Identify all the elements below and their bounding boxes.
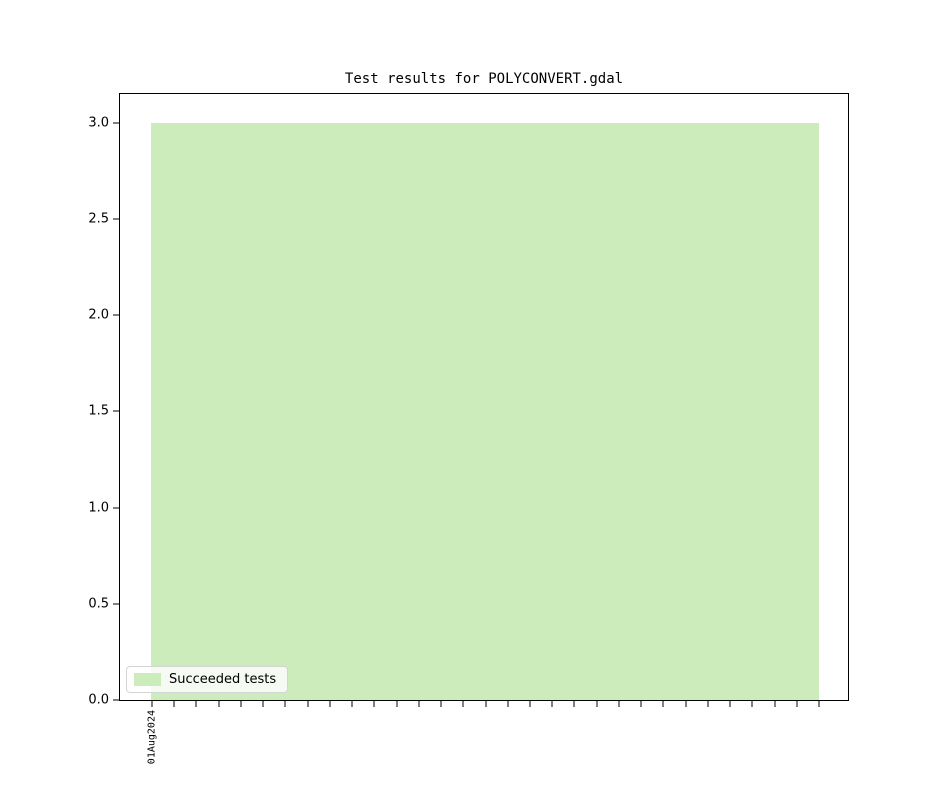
y-tick <box>113 410 120 412</box>
x-tick <box>507 700 509 707</box>
x-tick <box>307 700 309 707</box>
x-tick <box>351 700 353 707</box>
legend-label: Succeeded tests <box>169 672 277 687</box>
y-tick <box>113 314 120 316</box>
x-tick <box>529 700 531 707</box>
x-tick <box>796 700 798 707</box>
x-tick <box>329 700 331 707</box>
x-tick <box>751 700 753 707</box>
x-tick <box>462 700 464 707</box>
x-tick <box>551 700 553 707</box>
y-tick <box>113 122 120 124</box>
chart-title: Test results for POLYCONVERT.gdal <box>344 71 624 87</box>
succeeded-tests-bar <box>151 122 819 700</box>
y-tick-label: 0.5 <box>88 596 109 612</box>
x-tick <box>218 700 220 707</box>
plot-area: 0.0 0.5 1.0 1.5 2.0 2.5 3.0 01Aug2024 Succeede… <box>88 93 849 764</box>
x-tick <box>818 700 820 707</box>
legend: Succeeded tests <box>126 666 289 693</box>
x-tick <box>240 700 242 707</box>
x-tick <box>774 700 776 707</box>
y-tick <box>113 507 120 509</box>
y-tick <box>113 218 120 220</box>
y-tick <box>113 603 120 605</box>
x-tick <box>729 700 731 707</box>
x-tick <box>151 700 153 707</box>
x-tick <box>685 700 687 707</box>
x-tick <box>418 700 420 707</box>
x-tick <box>173 700 175 707</box>
x-tick <box>707 700 709 707</box>
y-tick-label: 2.0 <box>88 307 109 323</box>
x-tick <box>618 700 620 707</box>
x-tick <box>284 700 286 707</box>
x-tick <box>485 700 486 707</box>
x-tick <box>396 700 398 707</box>
x-tick <box>440 700 442 707</box>
y-tick-label: 1.0 <box>88 500 109 516</box>
y-tick-label: 3.0 <box>88 115 109 131</box>
x-tick <box>195 700 197 707</box>
y-tick-label: 2.5 <box>88 211 109 227</box>
x-tick <box>573 700 575 707</box>
y-tick-label: 0.0 <box>88 692 109 708</box>
y-tick <box>113 699 120 701</box>
x-tick <box>662 700 664 707</box>
y-tick-label: 1.5 <box>88 403 109 419</box>
x-tick <box>640 700 642 707</box>
x-tick-label-date: 01Aug2024 <box>146 710 158 765</box>
x-tick <box>373 700 375 707</box>
x-tick <box>262 700 264 707</box>
x-tick <box>596 700 598 707</box>
legend-swatch <box>134 673 161 686</box>
